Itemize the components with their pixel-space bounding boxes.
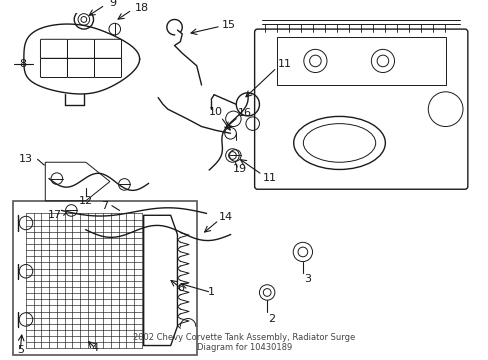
Text: 3: 3	[304, 274, 310, 284]
Text: 14: 14	[218, 212, 232, 222]
Text: 15: 15	[221, 20, 235, 30]
Text: 12: 12	[79, 196, 93, 206]
Text: 9: 9	[109, 0, 116, 8]
Text: 8: 8	[20, 59, 27, 69]
Text: 10: 10	[208, 107, 223, 117]
Text: 2002 Chevy Corvette Tank Assembly, Radiator Surge
Diagram for 10430189: 2002 Chevy Corvette Tank Assembly, Radia…	[133, 333, 355, 352]
Text: 2: 2	[268, 315, 275, 324]
Bar	[14, 201, 196, 355]
Text: 6: 6	[177, 283, 183, 293]
Text: 16: 16	[238, 108, 251, 118]
Text: 1: 1	[207, 288, 214, 297]
Text: 5: 5	[17, 345, 23, 355]
Text: 11: 11	[263, 173, 277, 183]
Text: 13: 13	[19, 154, 33, 164]
Text: 18: 18	[134, 3, 148, 13]
Text: 19: 19	[233, 164, 247, 174]
Text: 7: 7	[102, 201, 108, 211]
Bar	[276, 37, 445, 85]
Text: 17: 17	[48, 210, 62, 220]
Text: 11: 11	[277, 59, 291, 69]
Text: 4: 4	[92, 343, 99, 354]
